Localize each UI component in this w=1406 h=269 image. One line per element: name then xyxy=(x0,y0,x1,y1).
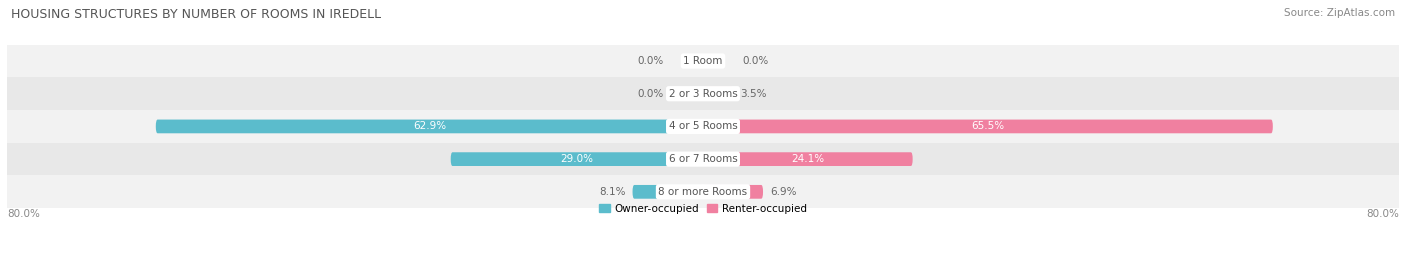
Text: 80.0%: 80.0% xyxy=(7,209,39,219)
Text: HOUSING STRUCTURES BY NUMBER OF ROOMS IN IREDELL: HOUSING STRUCTURES BY NUMBER OF ROOMS IN… xyxy=(11,8,381,21)
FancyBboxPatch shape xyxy=(703,87,734,101)
FancyBboxPatch shape xyxy=(633,185,703,199)
Text: 4 or 5 Rooms: 4 or 5 Rooms xyxy=(669,121,737,132)
Text: 3.5%: 3.5% xyxy=(741,89,766,99)
Text: 80.0%: 80.0% xyxy=(1367,209,1399,219)
Text: 6.9%: 6.9% xyxy=(770,187,796,197)
Bar xyxy=(7,45,1399,77)
Text: 1 Room: 1 Room xyxy=(683,56,723,66)
Text: 29.0%: 29.0% xyxy=(561,154,593,164)
Text: 0.0%: 0.0% xyxy=(742,56,769,66)
FancyBboxPatch shape xyxy=(451,152,703,166)
Text: 8 or more Rooms: 8 or more Rooms xyxy=(658,187,748,197)
Text: 6 or 7 Rooms: 6 or 7 Rooms xyxy=(669,154,737,164)
Bar xyxy=(7,110,1399,143)
Text: 2 or 3 Rooms: 2 or 3 Rooms xyxy=(669,89,737,99)
FancyBboxPatch shape xyxy=(703,119,1272,133)
Text: Source: ZipAtlas.com: Source: ZipAtlas.com xyxy=(1284,8,1395,18)
FancyBboxPatch shape xyxy=(703,185,763,199)
Text: 0.0%: 0.0% xyxy=(637,56,664,66)
Text: 0.0%: 0.0% xyxy=(637,89,664,99)
Text: 24.1%: 24.1% xyxy=(792,154,824,164)
Text: 65.5%: 65.5% xyxy=(972,121,1004,132)
FancyBboxPatch shape xyxy=(703,152,912,166)
Text: 62.9%: 62.9% xyxy=(413,121,446,132)
Bar xyxy=(7,175,1399,208)
FancyBboxPatch shape xyxy=(156,119,703,133)
Bar xyxy=(7,143,1399,175)
Bar xyxy=(7,77,1399,110)
Text: 8.1%: 8.1% xyxy=(599,187,626,197)
Legend: Owner-occupied, Renter-occupied: Owner-occupied, Renter-occupied xyxy=(595,200,811,218)
